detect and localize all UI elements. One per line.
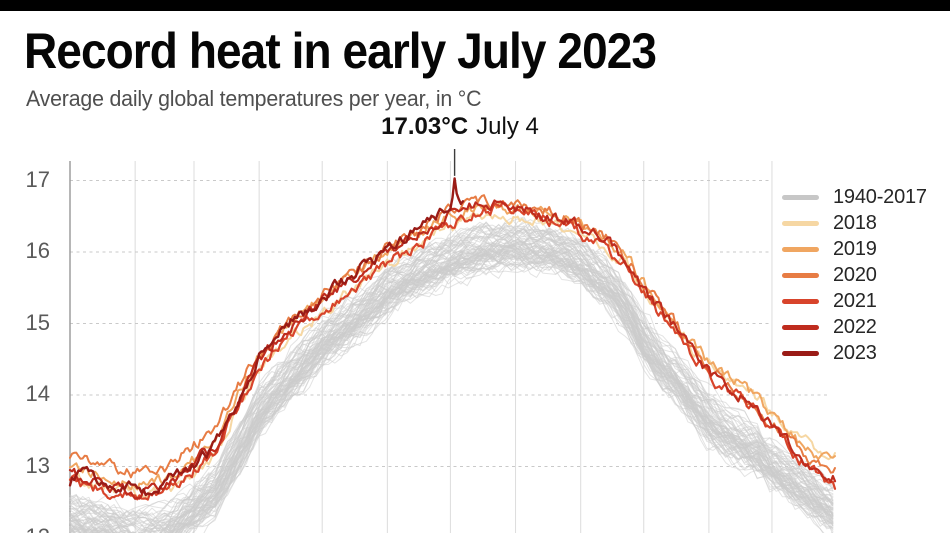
- legend-swatch: [782, 324, 819, 330]
- legend-item: 2023: [782, 340, 950, 366]
- chart-subtitle: Average daily global temperatures per ye…: [26, 86, 482, 111]
- legend-item: 2021: [782, 288, 950, 314]
- legend-label: 2018: [833, 211, 877, 234]
- legend-label: 2022: [833, 315, 877, 338]
- legend-label: 2019: [833, 237, 877, 260]
- y-axis-tick: 14: [25, 380, 50, 406]
- legend-swatch: [782, 350, 819, 356]
- legend-swatch: [782, 220, 819, 226]
- peak-annotation-value: 17.03°C: [381, 113, 469, 140]
- legend-label: 1940-2017: [833, 185, 927, 208]
- legend-item: 2019: [782, 236, 950, 262]
- top-border-bar: [0, 0, 950, 11]
- peak-annotation: 17.03°C July 4: [320, 113, 600, 141]
- legend-item: 2020: [782, 262, 950, 288]
- legend-label: 2023: [833, 341, 877, 364]
- page-title: Record heat in early July 2023: [24, 23, 657, 79]
- legend-label: 2020: [833, 263, 877, 286]
- legend-swatch: [782, 194, 819, 200]
- legend-swatch: [782, 246, 819, 252]
- legend-swatch: [782, 298, 819, 304]
- y-axis-tick: 15: [25, 309, 50, 335]
- y-axis-tick: 12: [0, 524, 50, 533]
- y-axis-tick: 13: [25, 452, 50, 478]
- legend-item: 2018: [782, 210, 950, 236]
- legend-item: 1940-2017: [782, 184, 950, 210]
- y-axis-tick: 16: [25, 237, 50, 263]
- legend-swatch: [782, 272, 819, 278]
- legend-item: 2022: [782, 314, 950, 340]
- y-axis-tick: 17: [25, 166, 50, 192]
- peak-annotation-date: July 4: [476, 113, 539, 140]
- legend-label: 2021: [833, 289, 877, 312]
- chart-legend: 1940-2017 2018 2019 2020 2021 2022 2023: [774, 178, 950, 372]
